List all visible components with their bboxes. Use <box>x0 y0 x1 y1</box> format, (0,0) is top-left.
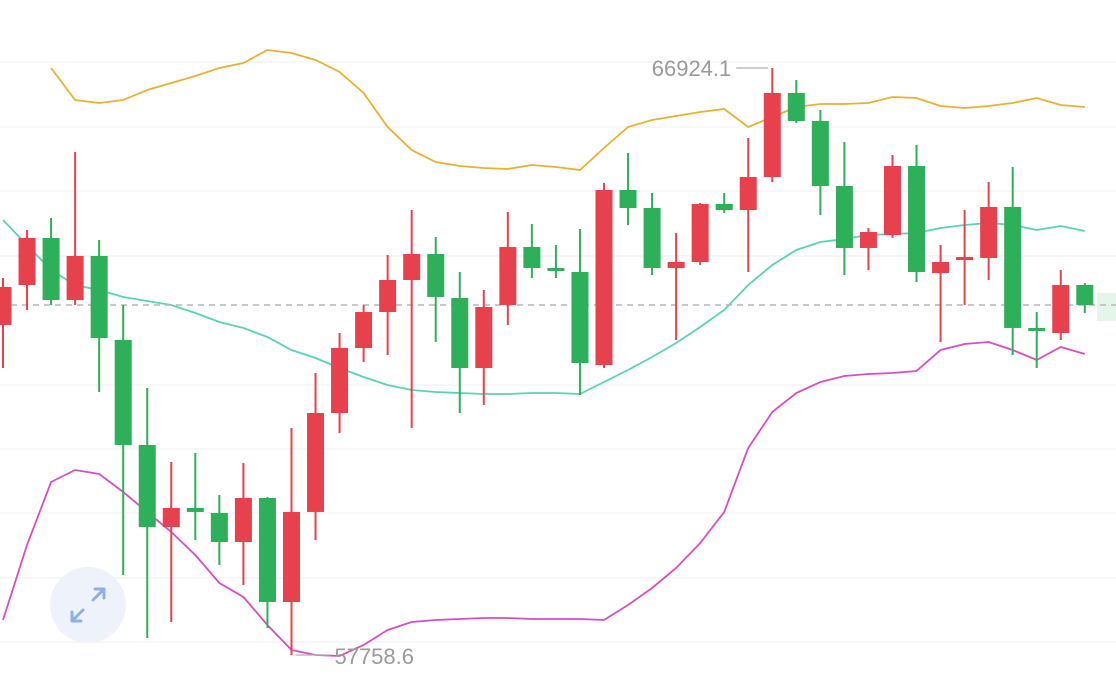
candle-body <box>571 271 589 363</box>
candle-body <box>42 237 60 300</box>
candle-body <box>475 307 493 368</box>
candle-body <box>379 279 397 313</box>
candle-body <box>619 190 637 209</box>
candle-body <box>282 511 300 603</box>
candle-body <box>715 203 733 210</box>
candle-body <box>138 444 156 528</box>
candle-body <box>835 185 853 248</box>
candle-body <box>331 348 349 414</box>
candle-body <box>114 340 132 445</box>
candle-body <box>643 208 661 269</box>
candle-body <box>403 253 421 280</box>
price-tag <box>1097 293 1116 321</box>
candle-body <box>1004 206 1022 328</box>
candle-body <box>667 262 685 269</box>
candle-body <box>1052 284 1070 334</box>
candle-body <box>811 120 829 186</box>
candle-body <box>162 507 180 528</box>
candle-body <box>691 203 709 263</box>
candle-body <box>859 231 877 248</box>
candle-body <box>0 286 12 326</box>
candle-body <box>1028 327 1046 331</box>
candle-body <box>932 262 950 274</box>
candle-body <box>18 237 36 285</box>
candle-body <box>980 206 998 258</box>
high-label: 66924.1 <box>652 56 732 81</box>
candle-body <box>595 190 613 365</box>
candle-body <box>234 498 252 543</box>
candle-body <box>90 255 108 339</box>
candle-body <box>908 166 926 272</box>
candle-body <box>956 257 974 261</box>
candle-body <box>1076 284 1094 305</box>
candle-body <box>547 268 565 271</box>
band-line <box>2 341 1086 657</box>
plot: 66924.1 57758.6 <box>0 49 1116 669</box>
candle-body <box>66 255 84 300</box>
candle-body <box>210 512 228 543</box>
candle-body <box>499 247 517 305</box>
candle-body <box>186 507 204 512</box>
candle-body <box>355 312 373 349</box>
candle-body <box>451 297 469 368</box>
expand-button-bg[interactable] <box>50 567 126 643</box>
candle-body <box>523 247 541 269</box>
candle-body <box>763 92 781 178</box>
candle-body <box>427 253 445 297</box>
candle-body <box>883 166 901 235</box>
band-line <box>50 49 1085 171</box>
grid <box>0 61 1116 643</box>
candle-body <box>307 413 325 512</box>
candle-body <box>739 177 757 210</box>
low-label: 57758.6 <box>334 644 414 669</box>
band-line <box>2 219 1085 395</box>
expand-icon[interactable] <box>70 587 106 623</box>
candle-body <box>787 92 805 121</box>
candle-body <box>258 498 276 603</box>
expand-button[interactable] <box>50 567 126 643</box>
